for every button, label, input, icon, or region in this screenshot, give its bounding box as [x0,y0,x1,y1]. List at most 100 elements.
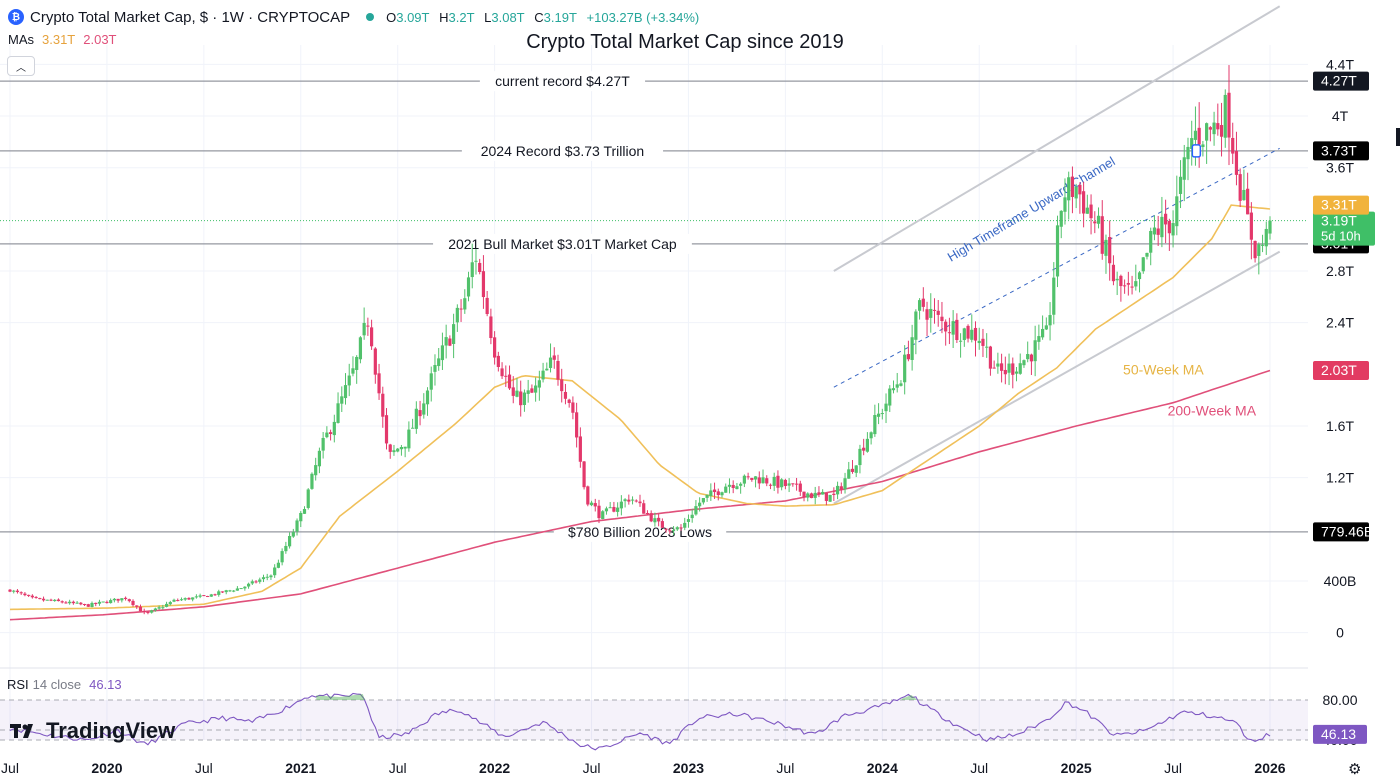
time-tick-label: 2020 [91,760,122,776]
candle-body [384,415,389,444]
rsi-params: 14 close [32,677,82,692]
candle-body [977,340,981,344]
candle-body [515,390,519,397]
price-axis: 4.4T 4T 3.6T 2.8T 2.4T 1.6T 1.2T 400B 0 4.27T 3.73… [1313,56,1400,748]
candle-body [500,368,504,377]
level-label-bg [461,140,664,161]
time-axis: Jul 2020 Jul 2021 Jul 2022 Jul 2023 Jul 2024 Jul 20… [1,760,1286,776]
candle-body [1219,125,1224,137]
candle-body [929,308,933,318]
price-tick-label: 400B [1324,573,1357,589]
candle-body [437,358,441,367]
collapse-legend-button[interactable]: ︿ [7,56,35,76]
time-tick-label: 2021 [285,760,316,776]
rsi-badge [1313,724,1367,744]
candle-body [888,388,892,406]
candle-body [802,491,806,498]
ohlc-values: O3.09T H3.2T L3.08T C3.19T +103.27B (+3.… [386,9,700,25]
candle-body [862,447,866,451]
candle-body [261,577,266,580]
candle-body [701,498,705,503]
market-status-icon [366,13,375,21]
rsi-legend[interactable]: RSI 14 close 46.13 [7,677,122,692]
candle-body [619,501,623,509]
candle-body [440,345,445,361]
candle-body [1059,210,1063,227]
candle-body [1164,213,1168,225]
candle-body [489,316,493,339]
level-badge [1313,522,1369,542]
candle-body [806,493,810,498]
candle-body [664,528,668,530]
candle-body [317,450,322,467]
candle-body [750,477,754,480]
rsi-name: RSI [7,677,29,692]
candle-body [906,354,911,360]
candle-body [116,598,120,601]
candle-body [381,393,385,417]
candle-body [142,610,146,612]
rsi-overbought-fill [901,695,925,700]
candle-body [481,271,486,298]
candle-body [120,598,124,601]
candle-body [847,469,851,479]
candle-body [578,436,582,462]
ma50-value: 3.31T [42,32,76,47]
candle-body [1044,325,1048,330]
candle-body [705,494,709,498]
candle-body [698,502,702,507]
candle-body [459,308,463,310]
candle-body [112,598,116,601]
candle-body [850,468,855,472]
candle-body [832,493,836,495]
candle-body [1093,221,1097,224]
symbol-title[interactable]: Crypto Total Market Cap, $ · 1W · CRYPTO… [30,8,351,26]
candle-body [932,309,937,311]
candle-body [131,600,135,606]
candle-body [295,520,299,532]
level-label-bg [553,521,727,542]
candle-body [940,316,944,321]
candle-body [1167,221,1171,234]
candle-body [653,518,657,523]
candle-body [765,478,769,484]
candle-body [138,606,143,612]
candle-body [161,607,165,609]
tradingview-logo[interactable]: TradingView [10,718,175,744]
candle-body [630,499,635,501]
candle-body [601,511,605,520]
candle-body [388,444,392,452]
candle-body [962,328,966,341]
candle-body [321,437,325,451]
candle-body [1238,174,1242,201]
candle-body [519,391,523,406]
candle-body [1212,122,1216,135]
candle-body [925,309,929,320]
price-badge-text: 2.03T [1321,362,1357,378]
candle-body [198,595,202,597]
candle-body [1007,363,1011,373]
chart-title: Crypto Total Market Cap since 2019 [526,31,844,53]
settings-gear-icon[interactable]: ⚙ [1348,761,1362,778]
candle-body [761,477,765,484]
candle-body [429,373,433,390]
candle-body [981,338,985,346]
candle-body [49,599,53,601]
candle-body [545,368,549,371]
ma-legend[interactable]: MAs 3.31T 2.03T [8,32,117,47]
candle-body [1178,176,1183,194]
candle-body [183,598,187,600]
candle-body [172,599,176,602]
candle-body [8,589,12,592]
candle-body [444,337,448,346]
candle-body [835,485,840,495]
candle-body [127,599,131,602]
candle-body [534,385,538,393]
annotation-label: 200-Week MA [1168,403,1257,419]
symbol-header[interactable]: ₿ Crypto Total Market Cap, $ · 1W · CRYP… [8,7,705,27]
candle-body [791,483,795,485]
candle-body [123,597,128,599]
candle-body [343,385,348,399]
candle-body [854,465,858,473]
